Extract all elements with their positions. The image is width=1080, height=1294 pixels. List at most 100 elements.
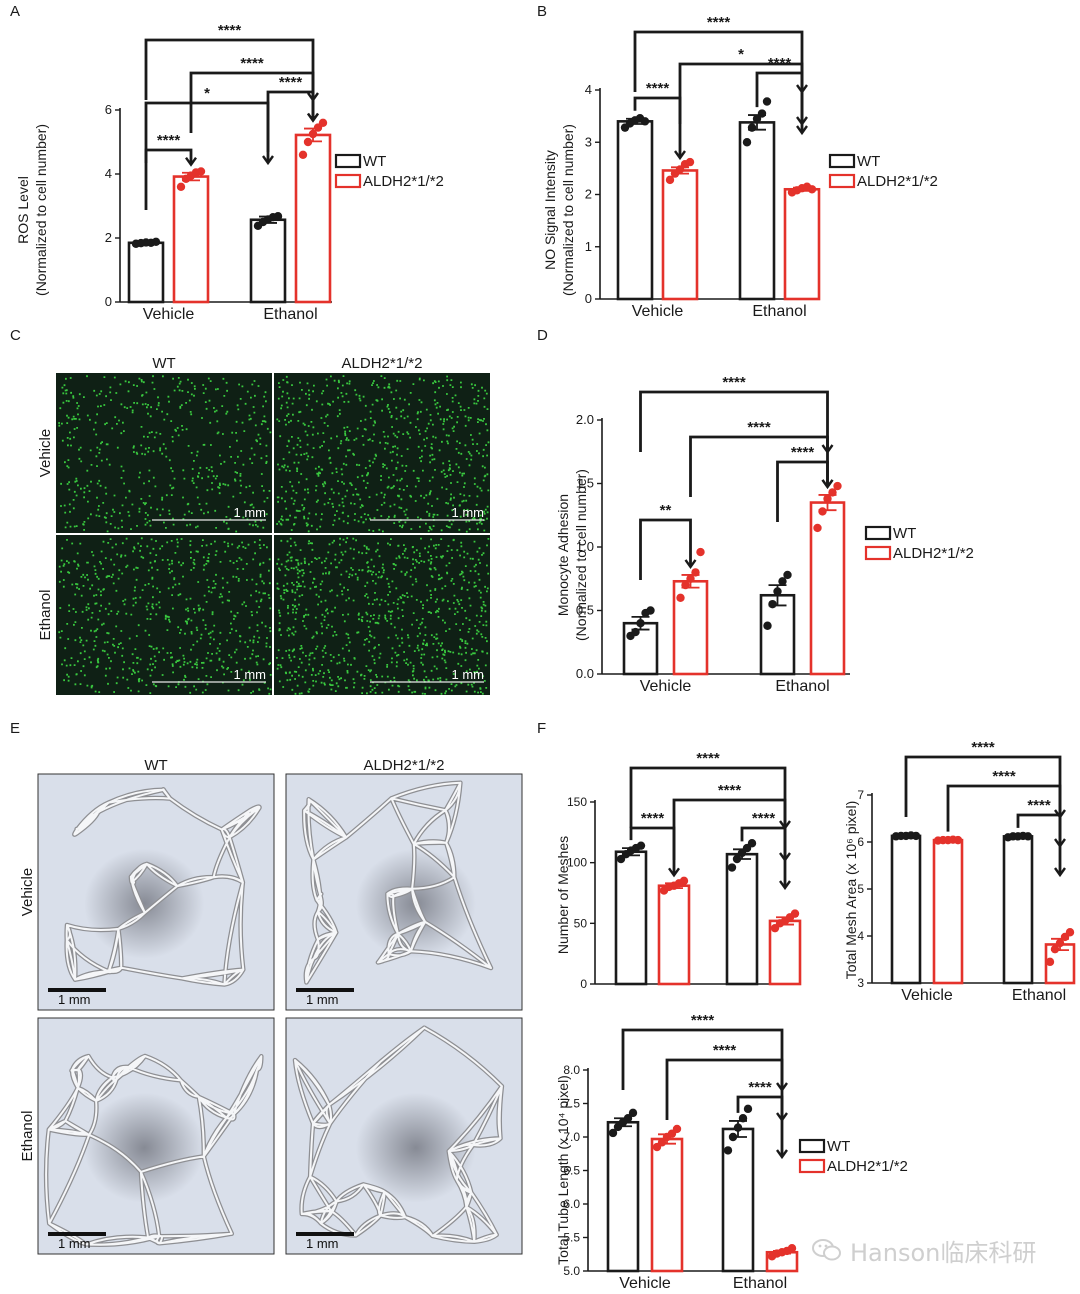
y-axis-label: Total Tube Length (x 10⁴ pixel) [555, 1075, 571, 1265]
panel-c-images: WT ALDH2*1/*2 Vehicle Ethanol 1 mm 1 mm 1 mm 1 … [37, 355, 490, 695]
y-axis-label: Monocyte Adhesion [555, 494, 571, 616]
x-tick-label: Ethanol [775, 678, 829, 695]
wechat-icon [812, 1238, 842, 1262]
data-point [1065, 928, 1075, 937]
data-point [640, 117, 650, 126]
x-tick-label: Vehicle [143, 306, 195, 323]
bar-aldh2 [661, 169, 699, 301]
scale-bar-label: 1 mm [234, 505, 267, 520]
significance-label: **** [707, 14, 731, 31]
y-tick-label: 0.0 [576, 666, 594, 681]
legend-swatch-wt [828, 153, 856, 169]
row-label: Ethanol [19, 1111, 36, 1162]
bar-aldh2 [783, 187, 821, 301]
y-tick-label: 150 [567, 795, 587, 809]
data-point [790, 909, 800, 918]
significance-label: **** [240, 55, 264, 72]
legend-label-aldh2: ALDH2*1/*2 [827, 1158, 908, 1175]
legend-label-wt: WT [893, 525, 916, 542]
bracket-arrow-icon [776, 1082, 788, 1093]
data-point [696, 547, 705, 557]
significance-label: **** [747, 419, 771, 436]
data-point [738, 1114, 748, 1123]
y-tick-label: 0 [105, 294, 112, 309]
y-tick-label: 100 [567, 856, 587, 870]
significance-label: **** [971, 739, 995, 756]
bracket-arrow-icon [668, 867, 680, 878]
y-tick-label: 7.5 [563, 1097, 580, 1111]
y-axis-label-2: (Normalized to cell number) [573, 469, 589, 641]
y-tick-label: 5 [857, 882, 864, 896]
data-point [828, 488, 837, 497]
y-axis-label: NO Signal Intensity [542, 150, 558, 270]
y-tick-label: 3 [857, 976, 864, 990]
bracket-arrow-icon [796, 125, 808, 136]
bar-wt [622, 621, 659, 676]
y-tick-label: 1.5 [576, 476, 594, 491]
bar-wt [606, 1120, 640, 1273]
y-tick-label: 3 [585, 134, 592, 149]
y-tick-label: 2 [585, 187, 592, 202]
y-tick-label: 4 [105, 166, 112, 181]
data-point [728, 1132, 738, 1142]
fluorescent-cells [276, 537, 490, 695]
data-point [303, 137, 313, 147]
significance-bracket [904, 755, 1062, 817]
significance-bracket [639, 390, 829, 452]
y-axis-label: ROS Level [15, 176, 31, 244]
bracket-arrow-icon [776, 1112, 788, 1123]
bar-aldh2 [650, 1137, 684, 1273]
data-point [773, 587, 782, 596]
y-tick-label: 8.0 [563, 1063, 580, 1077]
y-tick-label: 6 [105, 102, 112, 117]
row-label: Vehicle [19, 868, 36, 916]
panel-letter-f: F [537, 720, 546, 737]
tube-network [45, 1055, 263, 1246]
bracket-arrow-icon [796, 84, 808, 95]
bar-aldh2 [294, 133, 332, 304]
bar-wt [738, 121, 776, 301]
y-tick-label: 0.5 [576, 603, 594, 618]
bracket-arrow-icon [821, 444, 834, 455]
bar-wt [127, 241, 165, 304]
significance-label: **** [641, 810, 665, 827]
data-point [672, 1124, 682, 1134]
data-point [1055, 938, 1065, 948]
x-tick-label: Vehicle [901, 987, 953, 1004]
data-point [665, 175, 675, 185]
significance-label: **** [218, 22, 242, 39]
y-tick-label: 50 [574, 916, 588, 930]
bracket-arrow-icon [1054, 867, 1066, 878]
y-tick-label: 5.5 [563, 1231, 580, 1245]
significance-bracket [144, 148, 193, 210]
scale-bar-label: 1 mm [58, 1236, 91, 1251]
significance-label: **** [713, 1042, 737, 1059]
significance-bracket [144, 38, 315, 100]
data-point [308, 129, 318, 139]
data-point [783, 570, 792, 580]
legend-swatch-aldh2 [864, 545, 892, 561]
significance-label: **** [748, 1079, 772, 1096]
bracket-arrow-icon [779, 880, 791, 891]
data-point [636, 841, 646, 850]
legend-label-wt: WT [857, 153, 880, 170]
bracket-arrow-icon [779, 852, 791, 863]
bar-wt [890, 834, 922, 985]
data-point [953, 835, 963, 845]
panel-letter-e: E [10, 720, 20, 737]
significance-bracket [633, 30, 804, 92]
significance-label: * [204, 85, 210, 102]
column-label: ALDH2*1/*2 [364, 757, 445, 774]
data-point [727, 863, 737, 872]
bracket-arrow-icon [307, 112, 319, 123]
bracket-arrow-icon [262, 155, 274, 166]
dark-center [84, 1092, 205, 1203]
data-point [723, 1146, 733, 1155]
x-tick-label: Ethanol [263, 306, 317, 323]
scale-bar-label: 1 mm [58, 992, 91, 1007]
y-tick-label: 6 [857, 835, 864, 849]
bracket-arrow-icon [796, 116, 808, 127]
legend: WT ALDH2*1/*2 [828, 153, 938, 190]
